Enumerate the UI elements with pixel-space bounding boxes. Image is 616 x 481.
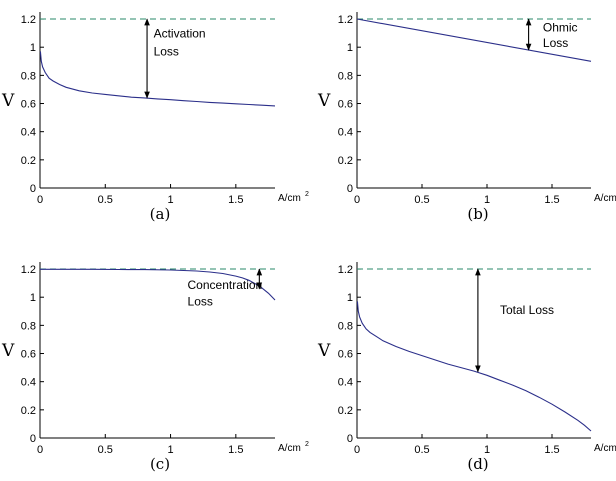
x-axis-unit: A/cm bbox=[278, 443, 301, 454]
y-tick-label: 0.6 bbox=[21, 349, 36, 361]
x-tick-label: 0 bbox=[354, 444, 360, 456]
x-tick-label: 0 bbox=[37, 444, 43, 456]
loss-annotation: Loss bbox=[188, 295, 213, 309]
panel-caption: (d) bbox=[467, 455, 488, 473]
y-tick-label: 0.8 bbox=[338, 320, 353, 332]
y-axis-label: V bbox=[1, 91, 15, 111]
y-tick-label: 0.4 bbox=[21, 127, 36, 139]
y-tick-label: 1.2 bbox=[338, 14, 353, 26]
y-tick-label: 0 bbox=[30, 183, 36, 195]
panel-caption: (a) bbox=[150, 205, 171, 223]
loss-annotation: Loss bbox=[543, 36, 568, 50]
y-tick-label: 0.6 bbox=[21, 99, 36, 111]
x-axis-unit: A/cm bbox=[278, 193, 301, 204]
y-tick-label: 0.6 bbox=[338, 99, 353, 111]
loss-annotation: Concentration bbox=[188, 278, 263, 292]
loss-annotation: Total Loss bbox=[500, 303, 554, 317]
x-axis-unit-exponent: 2 bbox=[305, 441, 309, 448]
y-tick-label: 0.8 bbox=[21, 70, 36, 82]
y-axis-label: V bbox=[317, 91, 331, 111]
y-tick-label: 0.2 bbox=[338, 405, 353, 417]
y-tick-label: 0 bbox=[30, 433, 36, 445]
loss-annotation: Ohmic bbox=[543, 21, 578, 35]
y-tick-label: 0.8 bbox=[338, 70, 353, 82]
y-tick-label: 0.8 bbox=[21, 320, 36, 332]
y-tick-label: 0.4 bbox=[338, 127, 353, 139]
y-tick-label: 1 bbox=[30, 42, 36, 54]
y-tick-label: 1.2 bbox=[21, 264, 36, 276]
voltage-curve bbox=[356, 18, 592, 62]
x-axis-unit: A/cm bbox=[594, 443, 616, 454]
x-tick-label: 0 bbox=[354, 194, 360, 206]
y-tick-label: 0.6 bbox=[338, 349, 353, 361]
x-tick-label: 1.5 bbox=[228, 444, 243, 456]
x-tick-label: 1.5 bbox=[228, 194, 243, 206]
x-tick-label: 0 bbox=[37, 194, 43, 206]
y-tick-label: 0.4 bbox=[338, 377, 353, 389]
x-axis-unit: A/cm bbox=[594, 193, 616, 204]
y-tick-label: 0.4 bbox=[21, 377, 36, 389]
panel-caption: (b) bbox=[467, 205, 488, 223]
voltage-curve bbox=[39, 51, 276, 107]
chart-panel-3: 0 0.5 1 1.5 0 0.2 0.4 0.6 0.8 1 1.2 V A/cm 2 Concentra… bbox=[1, 262, 309, 473]
voltage-curve bbox=[356, 301, 592, 432]
x-tick-label: 1 bbox=[167, 194, 173, 206]
y-tick-label: 1 bbox=[347, 42, 353, 54]
x-tick-label: 1.5 bbox=[544, 444, 559, 456]
chart-panel-1: 0 0.5 1 1.5 0 0.2 0.4 0.6 0.8 1 1.2 V A/cm 2 Activatio… bbox=[1, 12, 309, 223]
y-tick-label: 0.2 bbox=[21, 405, 36, 417]
panel-caption: (c) bbox=[150, 455, 170, 473]
y-tick-label: 0.2 bbox=[21, 155, 36, 167]
y-tick-label: 1.2 bbox=[21, 14, 36, 26]
y-tick-label: 1 bbox=[30, 292, 36, 304]
loss-annotation: Activation bbox=[154, 26, 206, 40]
y-tick-label: 0 bbox=[347, 433, 353, 445]
x-tick-label: 1.5 bbox=[544, 194, 559, 206]
x-axis-unit-exponent: 2 bbox=[305, 191, 309, 198]
x-tick-label: 0.5 bbox=[414, 444, 429, 456]
x-tick-label: 1 bbox=[484, 194, 490, 206]
y-tick-label: 1.2 bbox=[338, 264, 353, 276]
x-tick-label: 0.5 bbox=[414, 194, 429, 206]
x-tick-label: 0.5 bbox=[98, 194, 113, 206]
y-axis-label: V bbox=[1, 341, 15, 361]
y-axis-label: V bbox=[317, 341, 331, 361]
chart-panel-4: 00.511.500.20.40.60.811.2VA/cm2Total Los… bbox=[317, 262, 616, 473]
chart-panel-2: 00.511.500.20.40.60.811.2VA/cm2OhmicLoss… bbox=[317, 12, 616, 223]
x-tick-label: 1 bbox=[484, 444, 490, 456]
y-tick-label: 0 bbox=[347, 183, 353, 195]
y-tick-label: 0.2 bbox=[338, 155, 353, 167]
x-tick-label: 1 bbox=[167, 444, 173, 456]
x-tick-label: 0.5 bbox=[98, 444, 113, 456]
loss-annotation: Loss bbox=[154, 45, 179, 59]
y-tick-label: 1 bbox=[347, 292, 353, 304]
